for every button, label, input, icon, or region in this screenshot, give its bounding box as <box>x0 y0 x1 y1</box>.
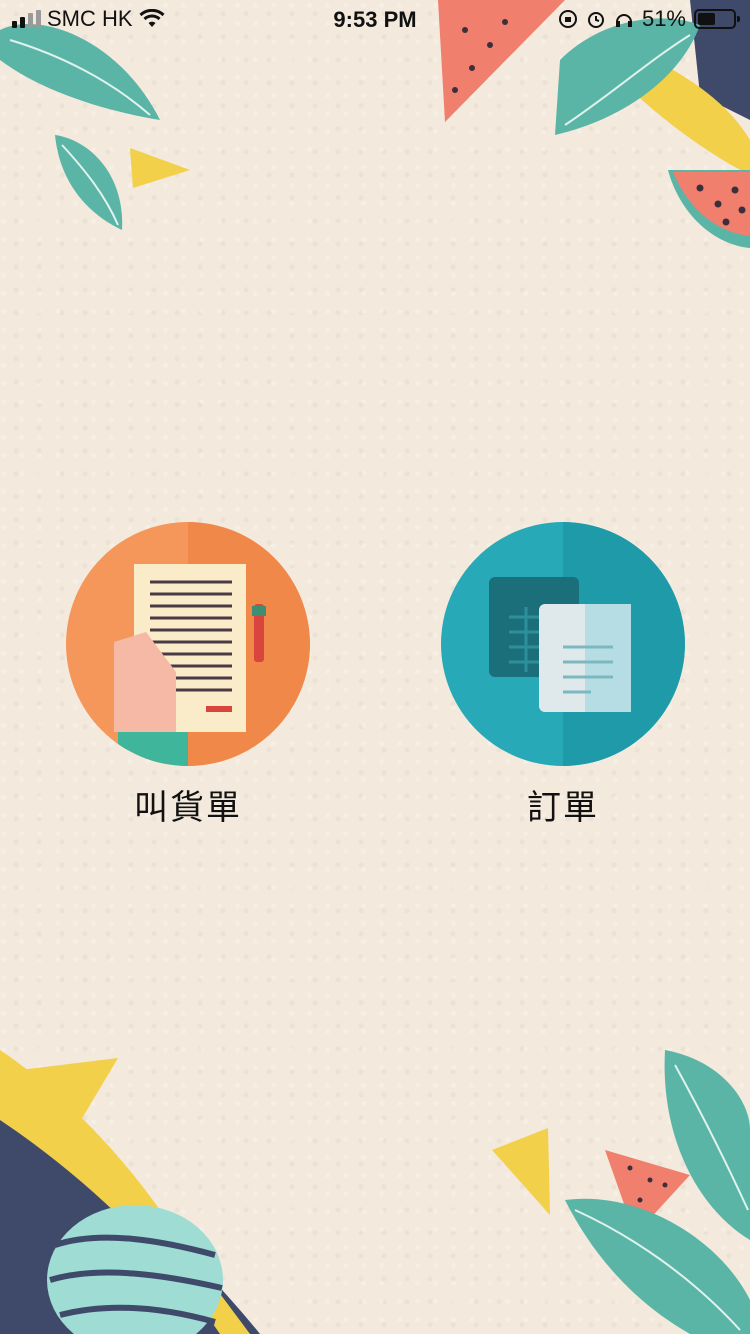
status-right: 51% <box>558 6 740 32</box>
battery-percentage: 51% <box>641 6 686 31</box>
orders-label[interactable]: 訂單 <box>527 788 599 828</box>
yellow-triangle-decoration <box>20 1058 118 1130</box>
leaf-decoration <box>565 1050 750 1334</box>
battery-level <box>698 13 715 25</box>
yellow-triangle-decoration <box>492 1128 550 1215</box>
orders-tile[interactable]: 訂單 <box>438 522 688 829</box>
watermelon-slice-decoration <box>438 0 565 122</box>
leaf-decoration <box>0 24 160 230</box>
clipboard-order-icon[interactable] <box>66 522 310 766</box>
headphones-icon <box>615 14 632 27</box>
watermelon-slice-decoration <box>605 1150 690 1235</box>
carrier-name: SMC HK <box>47 6 133 31</box>
battery-icon <box>694 9 740 29</box>
order-request-label[interactable]: 叫貨單 <box>134 788 242 828</box>
bottom-decoration <box>0 1050 750 1334</box>
top-decoration <box>0 0 750 248</box>
orientation-lock-icon <box>558 10 577 28</box>
spreadsheet-documents-icon[interactable] <box>441 522 685 766</box>
status-left: SMC HK <box>12 6 165 32</box>
alarm-icon <box>587 12 604 28</box>
clock-time: 9:53 PM <box>333 7 417 32</box>
yellow-triangle-decoration <box>130 148 190 188</box>
order-request-tile[interactable]: 叫貨單 <box>63 522 313 829</box>
wifi-icon <box>139 9 165 27</box>
status-bar: SMC HK 9:53 PM 51% <box>0 0 750 40</box>
cellular-signal-icon <box>12 10 41 28</box>
